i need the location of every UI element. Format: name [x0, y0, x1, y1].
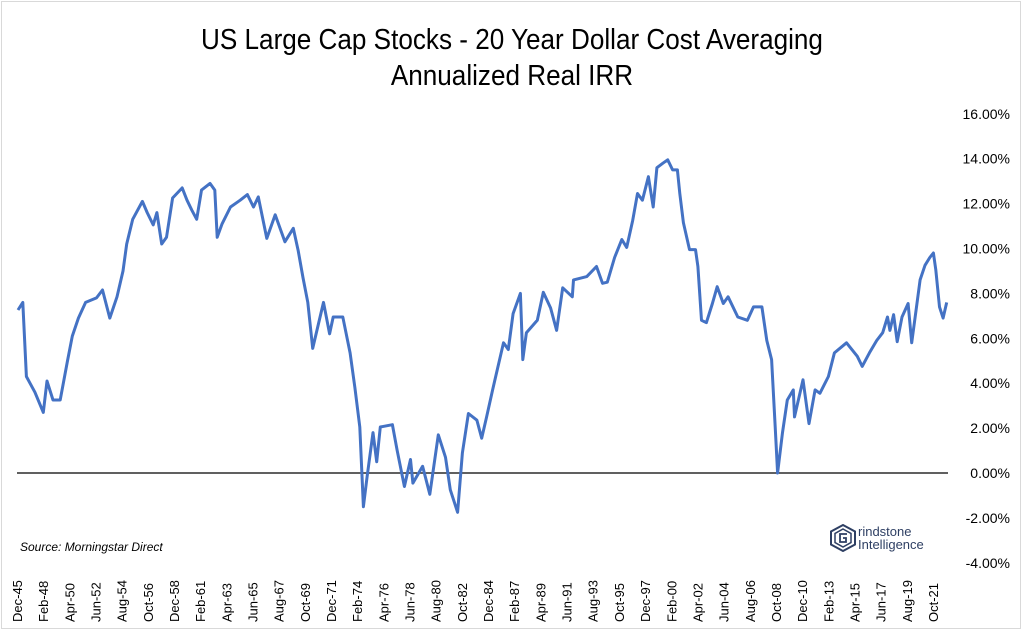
x-tick-label: Dec-45 — [10, 580, 25, 622]
x-tick-label: Apr-63 — [219, 583, 234, 622]
x-tick-label: Aug-06 — [743, 580, 758, 622]
x-tick-label: Feb-61 — [193, 581, 208, 622]
x-tick-label: Oct-21 — [926, 583, 941, 622]
x-tick-label: Dec-84 — [481, 580, 496, 622]
y-tick-label: 8.00% — [970, 285, 1010, 301]
x-tick-label: Apr-15 — [847, 583, 862, 622]
x-tick-label: Apr-89 — [533, 583, 548, 622]
x-tick-label: Jun-04 — [717, 582, 732, 622]
x-tick-label: Aug-54 — [115, 580, 130, 622]
x-tick-label: Apr-50 — [62, 583, 77, 622]
x-tick-label: Jun-17 — [874, 582, 889, 622]
y-tick-label: 16.00% — [963, 106, 1010, 122]
x-tick-label: Aug-67 — [272, 580, 287, 622]
x-tick-label: Feb-48 — [36, 581, 51, 622]
x-tick-label: Dec-10 — [795, 580, 810, 622]
x-tick-label: Oct-69 — [298, 583, 313, 622]
x-tick-label: Feb-87 — [507, 581, 522, 622]
y-tick-label: 0.00% — [970, 465, 1010, 481]
y-tick-label: 12.00% — [963, 196, 1010, 212]
chart-title: US Large Cap Stocks - 20 Year Dollar Cos… — [201, 24, 823, 56]
x-tick-label: Jun-65 — [246, 582, 261, 622]
chart-subtitle: Annualized Real IRR — [390, 60, 634, 92]
x-tick-label: Oct-82 — [455, 583, 470, 622]
y-tick-label: -2.00% — [966, 510, 1010, 526]
x-tick-label: Oct-56 — [141, 583, 156, 622]
y-tick-label: 2.00% — [970, 420, 1010, 436]
x-tick-label: Jun-52 — [89, 582, 104, 622]
x-tick-label: Aug-93 — [586, 580, 601, 622]
y-tick-label: 6.00% — [970, 330, 1010, 346]
x-tick-label: Aug-80 — [429, 580, 444, 622]
y-tick-label: 14.00% — [963, 151, 1010, 167]
x-tick-label: Feb-13 — [821, 581, 836, 622]
x-tick-label: Apr-02 — [690, 583, 705, 622]
x-tick-label: Feb-74 — [350, 581, 365, 622]
x-tick-label: Jun-91 — [560, 582, 575, 622]
series-line — [16, 158, 949, 514]
x-tick-label: Jun-78 — [403, 582, 418, 622]
x-tick-label: Dec-71 — [324, 580, 339, 622]
x-tick-label: Dec-58 — [167, 580, 182, 622]
x-tick-label: Dec-97 — [638, 580, 653, 622]
x-tick-label: Oct-95 — [612, 583, 627, 622]
x-tick-label: Aug-19 — [900, 580, 915, 622]
grindstone-logo: rindstone Intelligence — [830, 524, 924, 552]
y-tick-label: 4.00% — [970, 375, 1010, 391]
y-tick-label: 10.00% — [963, 241, 1010, 257]
source-note: Source: Morningstar Direct — [20, 540, 163, 554]
x-tick-label: Oct-08 — [769, 583, 784, 622]
x-tick-label: Apr-76 — [376, 583, 391, 622]
hexagon-logo-icon — [830, 524, 856, 552]
x-tick-label: Feb-00 — [664, 581, 679, 622]
y-tick-label: -4.00% — [966, 555, 1010, 571]
